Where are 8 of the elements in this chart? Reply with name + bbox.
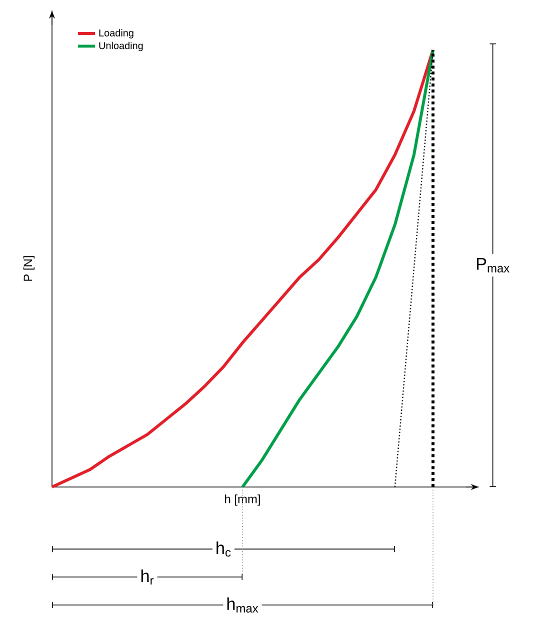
x-axis-title: h [mm] <box>225 494 260 506</box>
text: h$_{r}$ <box>141 569 154 585</box>
legend-label: Loading <box>99 29 134 38</box>
text: h$_{c}$ <box>216 541 231 557</box>
legend-label: Unloading <box>99 42 143 52</box>
text: P$_{max}$ <box>476 258 510 272</box>
y-axis-title: P [N] <box>23 256 35 281</box>
text: h$_{max}$ <box>227 597 258 613</box>
